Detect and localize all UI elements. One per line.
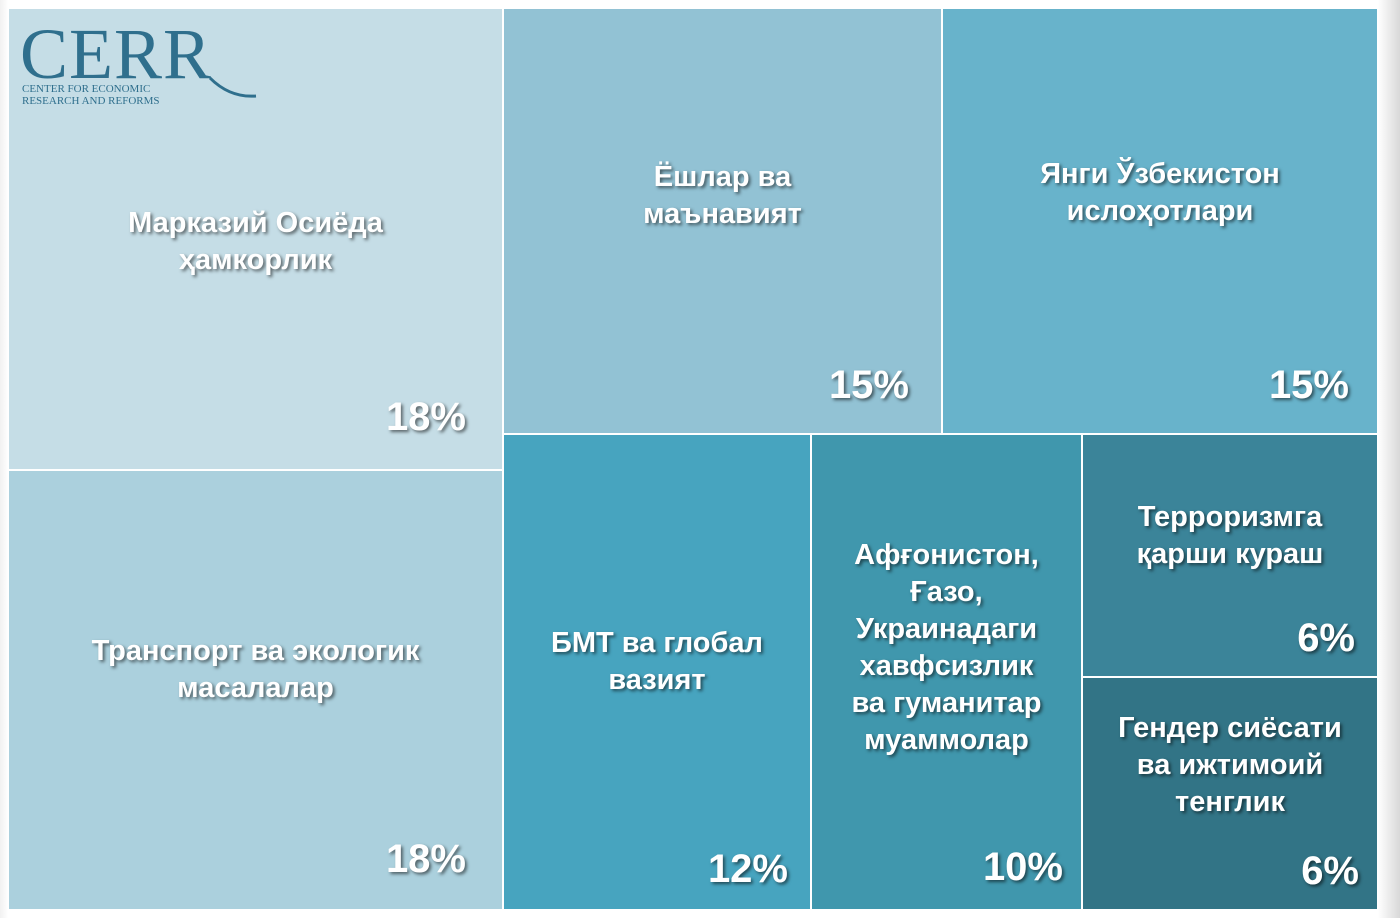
tile-label: Ёшлар ва маънавият	[643, 161, 802, 230]
tile-label: Транспорт ва экологик масалалар	[91, 635, 420, 704]
treemap-tile: БМТ ва глобал вазият 12%	[503, 434, 811, 910]
tile-value-label: 15%	[1268, 363, 1349, 407]
tile-value-label: 15%	[828, 363, 909, 407]
treemap-tile: Афғонистон, Ғазо, Украинадаги хавфсизлик…	[811, 434, 1082, 910]
treemap-tile: Транспорт ва экологик масалалар 18%	[8, 470, 503, 910]
tile-value-label: 18%	[385, 837, 466, 881]
logo-swoosh-icon	[208, 76, 257, 98]
treemap-tile: Янги Ўзбекистон ислоҳотлари 15%	[942, 8, 1378, 434]
logo-line1: CENTER FOR ECONOMIC	[22, 83, 150, 95]
logo-wordmark: CERR	[20, 14, 212, 94]
tile-value-label: 6%	[1301, 849, 1359, 893]
tile-label: БМТ ва глобал вазият	[551, 627, 763, 696]
frame-shadow-left	[0, 0, 8, 918]
tile-value-label: 12%	[707, 847, 788, 891]
cerr-logo: CERR CENTER FOR ECONOMIC RESEARCH AND RE…	[20, 14, 257, 107]
treemap-tile: Терроризмга қарши кураш 6%	[1082, 434, 1378, 677]
tile-value-label: 6%	[1297, 616, 1355, 660]
frame-shadow-right	[1378, 0, 1400, 918]
tile-label: Терроризмга қарши кураш	[1136, 501, 1324, 570]
treemap-tile: Марказий Осиёда ҳамкорлик 18%	[8, 8, 503, 470]
tile-label: Янги Ўзбекистон ислоҳотлари	[1040, 158, 1280, 227]
treemap-tile: Ёшлар ва маънавият 15%	[503, 8, 942, 434]
tile-label: Афғонистон, Ғазо, Украинадаги хавфсизлик…	[851, 539, 1042, 756]
tile-value-label: 10%	[982, 845, 1063, 889]
logo-line2: RESEARCH AND REFORMS	[22, 95, 160, 107]
tile-label: Марказий Осиёда ҳамкорлик	[128, 207, 383, 276]
treemap-tile: Гендер сиёсати ва ижтимоий тенглик 6%	[1082, 677, 1378, 910]
tile-label: Гендер сиёсати ва ижтимоий тенглик	[1118, 712, 1342, 818]
tile-value-label: 18%	[385, 395, 466, 439]
